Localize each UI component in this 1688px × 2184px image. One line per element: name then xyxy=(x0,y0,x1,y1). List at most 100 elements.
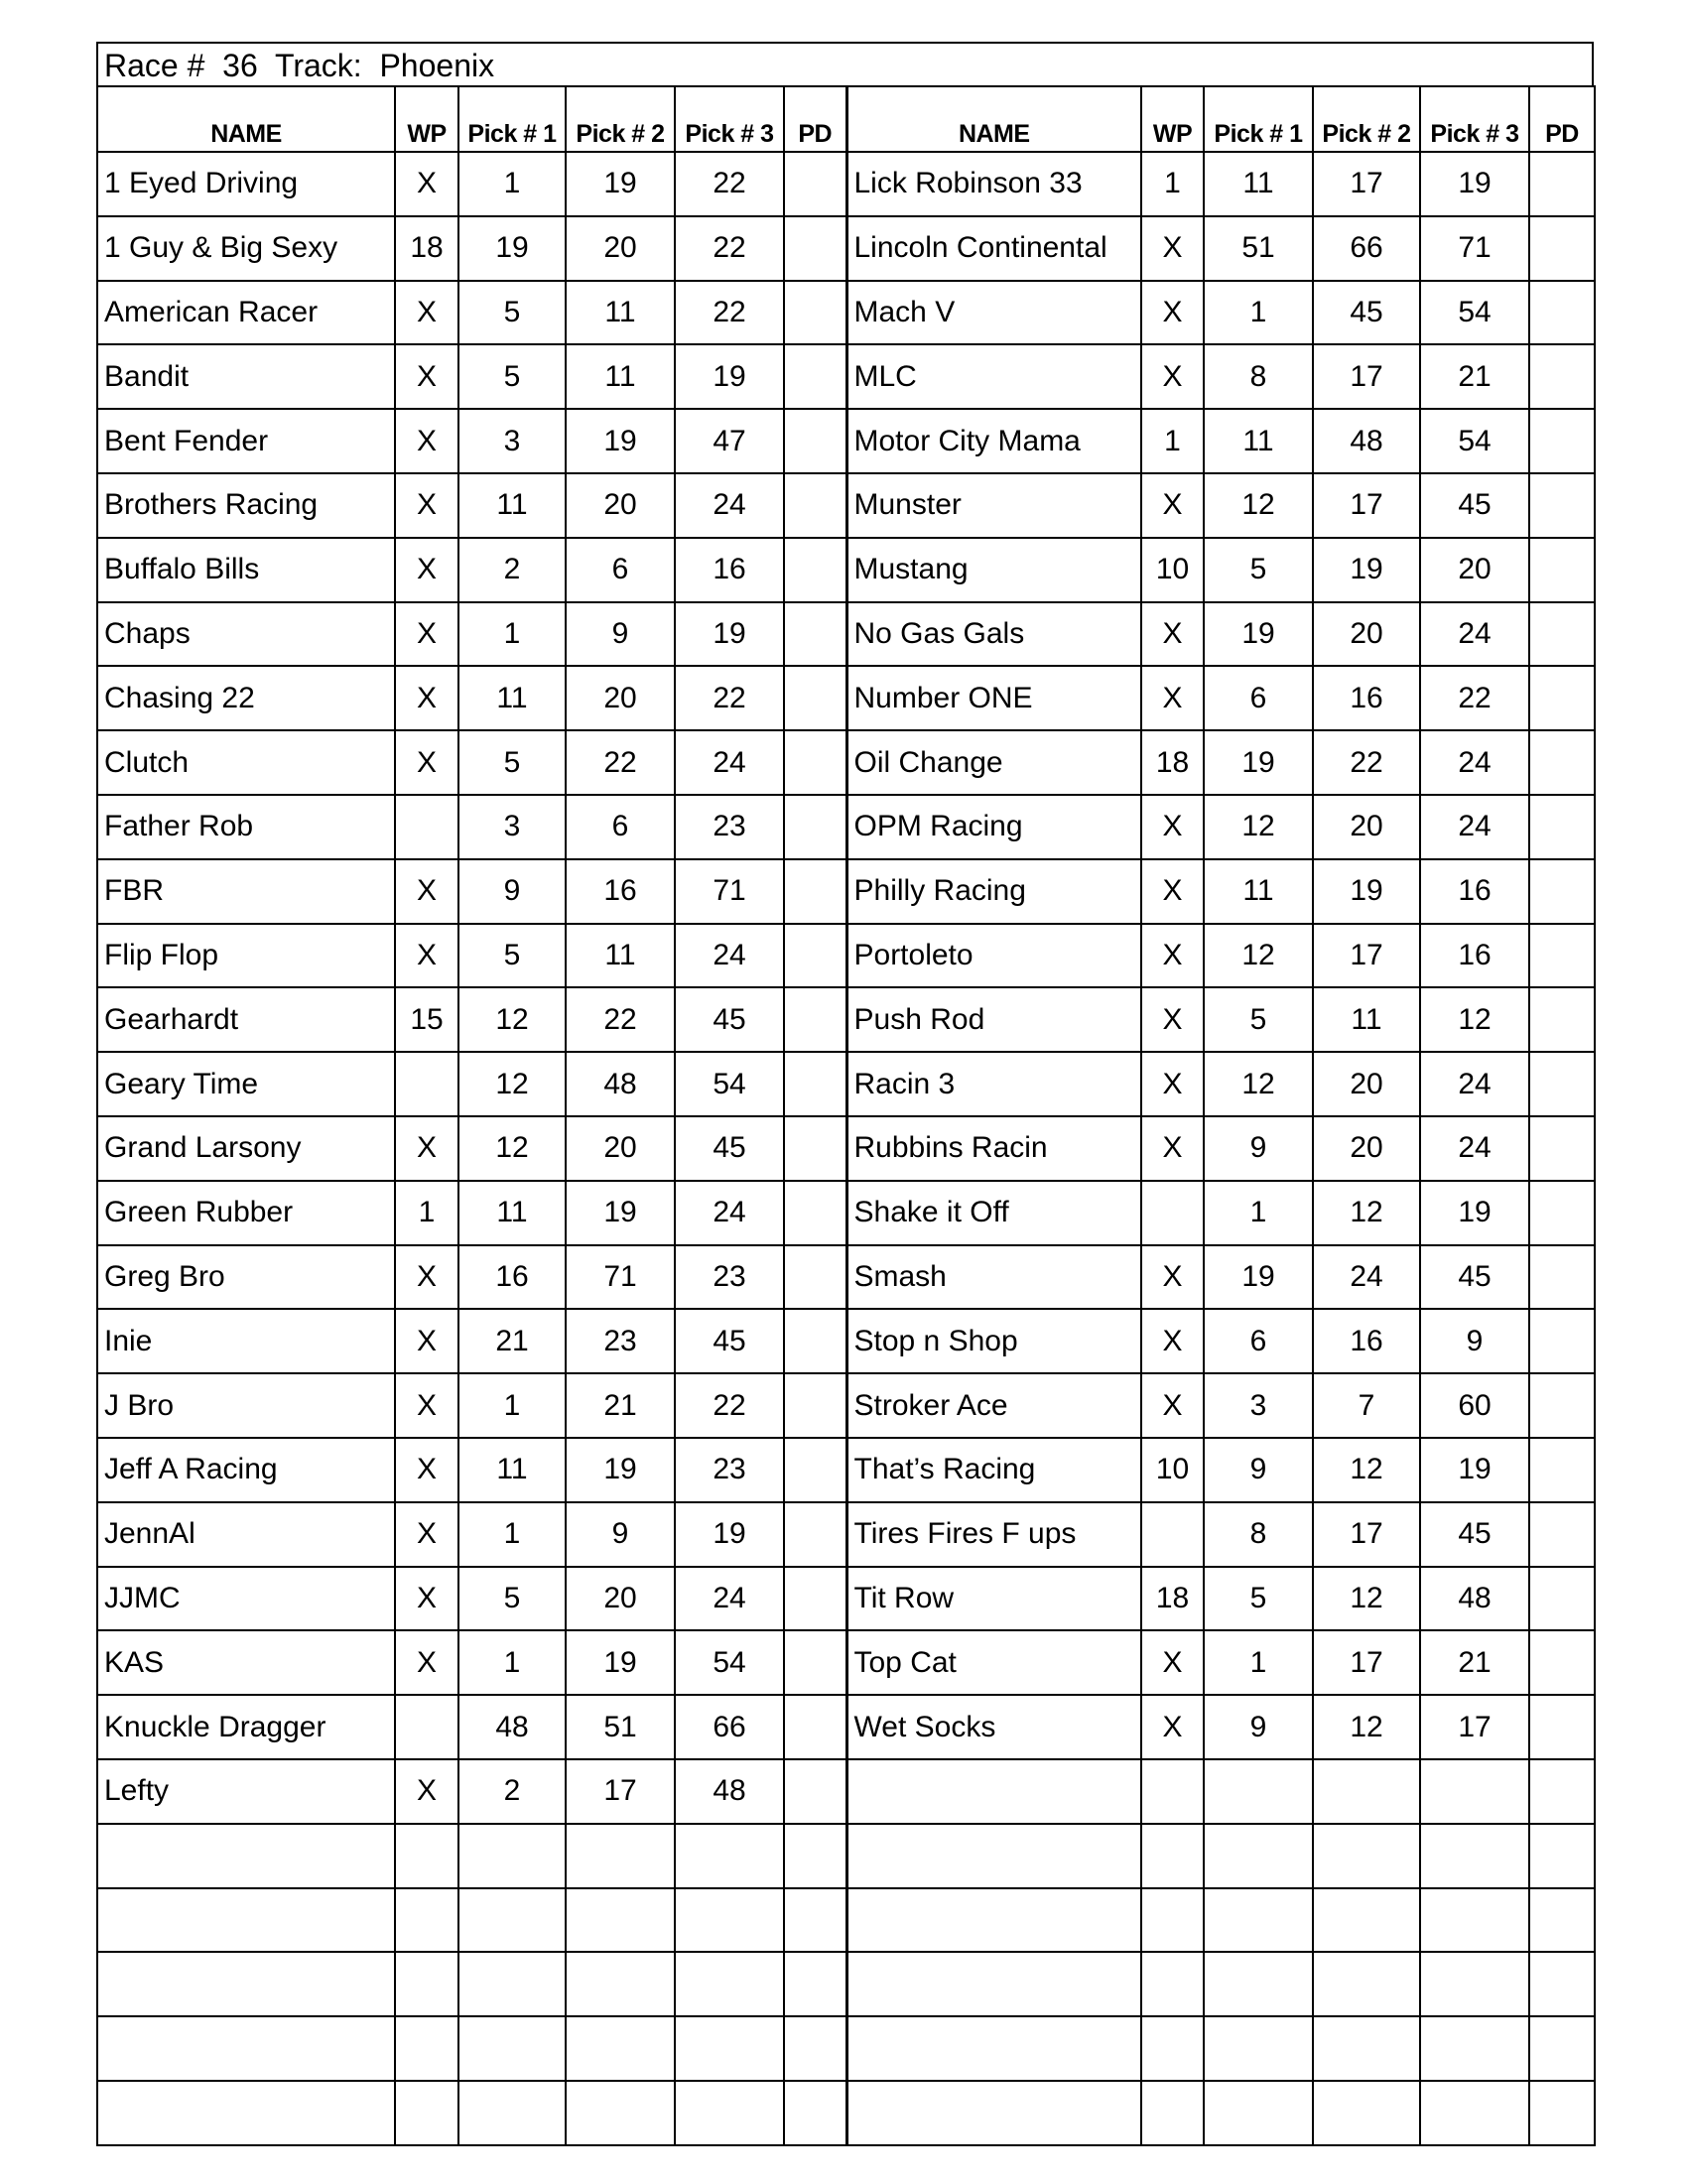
right-cell-pick-1: 9 xyxy=(1203,1436,1314,1503)
right-cell-wp: 1 xyxy=(1140,151,1205,217)
left-cell-pick-1: 3 xyxy=(457,793,567,860)
right-cell-pd xyxy=(1528,1372,1596,1439)
right-cell-pick-2 xyxy=(1312,1757,1421,1825)
right-cell-pick-2 xyxy=(1312,1886,1421,1954)
right-cell-name: Racin 3 xyxy=(845,1051,1142,1117)
table-row: KAS X 1 19 54 Top Cat X 1 17 21 xyxy=(96,1629,1596,1697)
right-header-pd: PD xyxy=(1528,85,1596,153)
right-cell-wp: X xyxy=(1140,1372,1205,1439)
table-row: Jeff A Racing X 11 19 23 That’s Racing 10 9 12 19 xyxy=(96,1436,1596,1503)
left-cell-name: Jeff A Racing xyxy=(96,1436,396,1503)
right-cell-pick-1: 6 xyxy=(1203,665,1314,732)
left-cell-pick-1 xyxy=(457,1951,567,2018)
left-cell-wp: X xyxy=(394,1629,459,1697)
right-cell-name: Philly Racing xyxy=(845,857,1142,925)
right-cell-wp xyxy=(1140,1179,1205,1246)
right-cell-pd xyxy=(1528,471,1596,539)
right-cell-pick-3 xyxy=(1419,1822,1530,1889)
left-cell-pick-3: 71 xyxy=(674,857,785,925)
left-header-pick-1: Pick # 1 xyxy=(457,85,567,153)
left-cell-name: Gearhardt xyxy=(96,986,396,1054)
right-cell-name: Lick Robinson 33 xyxy=(845,151,1142,217)
table-row: Geary Time 12 48 54 Racin 3 X 12 20 24 xyxy=(96,1051,1596,1117)
right-cell-wp xyxy=(1140,1757,1205,1825)
right-cell-wp: X xyxy=(1140,1629,1205,1697)
left-cell-pd xyxy=(783,1951,848,2018)
left-cell-pick-2: 11 xyxy=(565,279,676,346)
right-cell-pick-1: 19 xyxy=(1203,729,1314,796)
right-cell-name: Stroker Ace xyxy=(845,1372,1142,1439)
left-cell-pick-2: 23 xyxy=(565,1308,676,1375)
left-cell-pd xyxy=(783,600,848,668)
right-cell-pd xyxy=(1528,986,1596,1054)
right-cell-pick-3: 54 xyxy=(1419,408,1530,474)
right-cell-name: No Gas Gals xyxy=(845,600,1142,668)
left-cell-pick-3 xyxy=(674,1951,785,2018)
right-cell-name: Number ONE xyxy=(845,665,1142,732)
right-cell-pd xyxy=(1528,536,1596,603)
left-cell-wp: X xyxy=(394,279,459,346)
right-cell-pd xyxy=(1528,1951,1596,2018)
right-cell-name xyxy=(845,1951,1142,2018)
right-cell-pick-1: 5 xyxy=(1203,536,1314,603)
right-cell-pick-2: 17 xyxy=(1312,151,1421,217)
right-cell-wp: X xyxy=(1140,1051,1205,1117)
left-cell-name: Greg Bro xyxy=(96,1243,396,1311)
left-cell-name: Bandit xyxy=(96,343,396,411)
right-cell-pick-3 xyxy=(1419,2015,1530,2082)
left-cell-name xyxy=(96,2015,396,2082)
right-cell-pick-3 xyxy=(1419,1951,1530,2018)
left-cell-pd xyxy=(783,1179,848,1246)
right-cell-wp: X xyxy=(1140,665,1205,732)
right-cell-pick-3: 19 xyxy=(1419,151,1530,217)
right-cell-pick-1: 5 xyxy=(1203,986,1314,1054)
table-row xyxy=(96,1886,1596,1954)
left-cell-pick-1: 1 xyxy=(457,1372,567,1439)
left-cell-pd xyxy=(783,793,848,860)
left-cell-name: Grand Larsony xyxy=(96,1114,396,1182)
right-cell-pick-1 xyxy=(1203,1951,1314,2018)
left-cell-pick-1 xyxy=(457,1822,567,1889)
right-cell-pick-3: 19 xyxy=(1419,1436,1530,1503)
left-cell-wp: X xyxy=(394,408,459,474)
right-cell-pd xyxy=(1528,1179,1596,1246)
left-cell-pick-3: 45 xyxy=(674,1114,785,1182)
left-cell-name: Chaps xyxy=(96,600,396,668)
right-cell-pd xyxy=(1528,1243,1596,1311)
right-cell-pick-1 xyxy=(1203,2079,1314,2146)
left-cell-pick-3: 24 xyxy=(674,471,785,539)
table-row: Buffalo Bills X 2 6 16 Mustang 10 5 19 20 xyxy=(96,536,1596,603)
left-cell-wp: 18 xyxy=(394,214,459,282)
right-cell-pd xyxy=(1528,793,1596,860)
right-cell-pick-1: 11 xyxy=(1203,408,1314,474)
right-cell-pick-3 xyxy=(1419,2079,1530,2146)
left-cell-pick-1: 12 xyxy=(457,986,567,1054)
right-cell-pd xyxy=(1528,922,1596,989)
right-cell-pick-1 xyxy=(1203,1757,1314,1825)
right-header-wp: WP xyxy=(1140,85,1205,153)
right-cell-wp xyxy=(1140,2079,1205,2146)
right-cell-pick-3: 24 xyxy=(1419,793,1530,860)
right-cell-name: Push Rod xyxy=(845,986,1142,1054)
left-cell-pd xyxy=(783,1757,848,1825)
right-cell-pick-2: 12 xyxy=(1312,1436,1421,1503)
table-row: FBR X 9 16 71 Philly Racing X 11 19 16 xyxy=(96,857,1596,925)
left-cell-pick-2: 19 xyxy=(565,1436,676,1503)
left-cell-pick-1: 5 xyxy=(457,343,567,411)
left-cell-pick-1 xyxy=(457,2015,567,2082)
right-cell-wp: X xyxy=(1140,922,1205,989)
left-cell-pick-3: 22 xyxy=(674,1372,785,1439)
left-cell-pd xyxy=(783,1114,848,1182)
table-row: J Bro X 1 21 22 Stroker Ace X 3 7 60 xyxy=(96,1372,1596,1439)
left-cell-pick-2: 71 xyxy=(565,1243,676,1311)
left-cell-pick-2: 19 xyxy=(565,408,676,474)
left-cell-wp: X xyxy=(394,1243,459,1311)
left-cell-pd xyxy=(783,1822,848,1889)
left-cell-pick-1: 21 xyxy=(457,1308,567,1375)
left-cell-pd xyxy=(783,2079,848,2146)
right-cell-pick-2: 22 xyxy=(1312,729,1421,796)
table-row: Inie X 21 23 45 Stop n Shop X 6 16 9 xyxy=(96,1308,1596,1375)
left-cell-wp: X xyxy=(394,536,459,603)
right-header-pick-3: Pick # 3 xyxy=(1419,85,1530,153)
table-row: American Racer X 5 11 22 Mach V X 1 45 54 xyxy=(96,279,1596,346)
